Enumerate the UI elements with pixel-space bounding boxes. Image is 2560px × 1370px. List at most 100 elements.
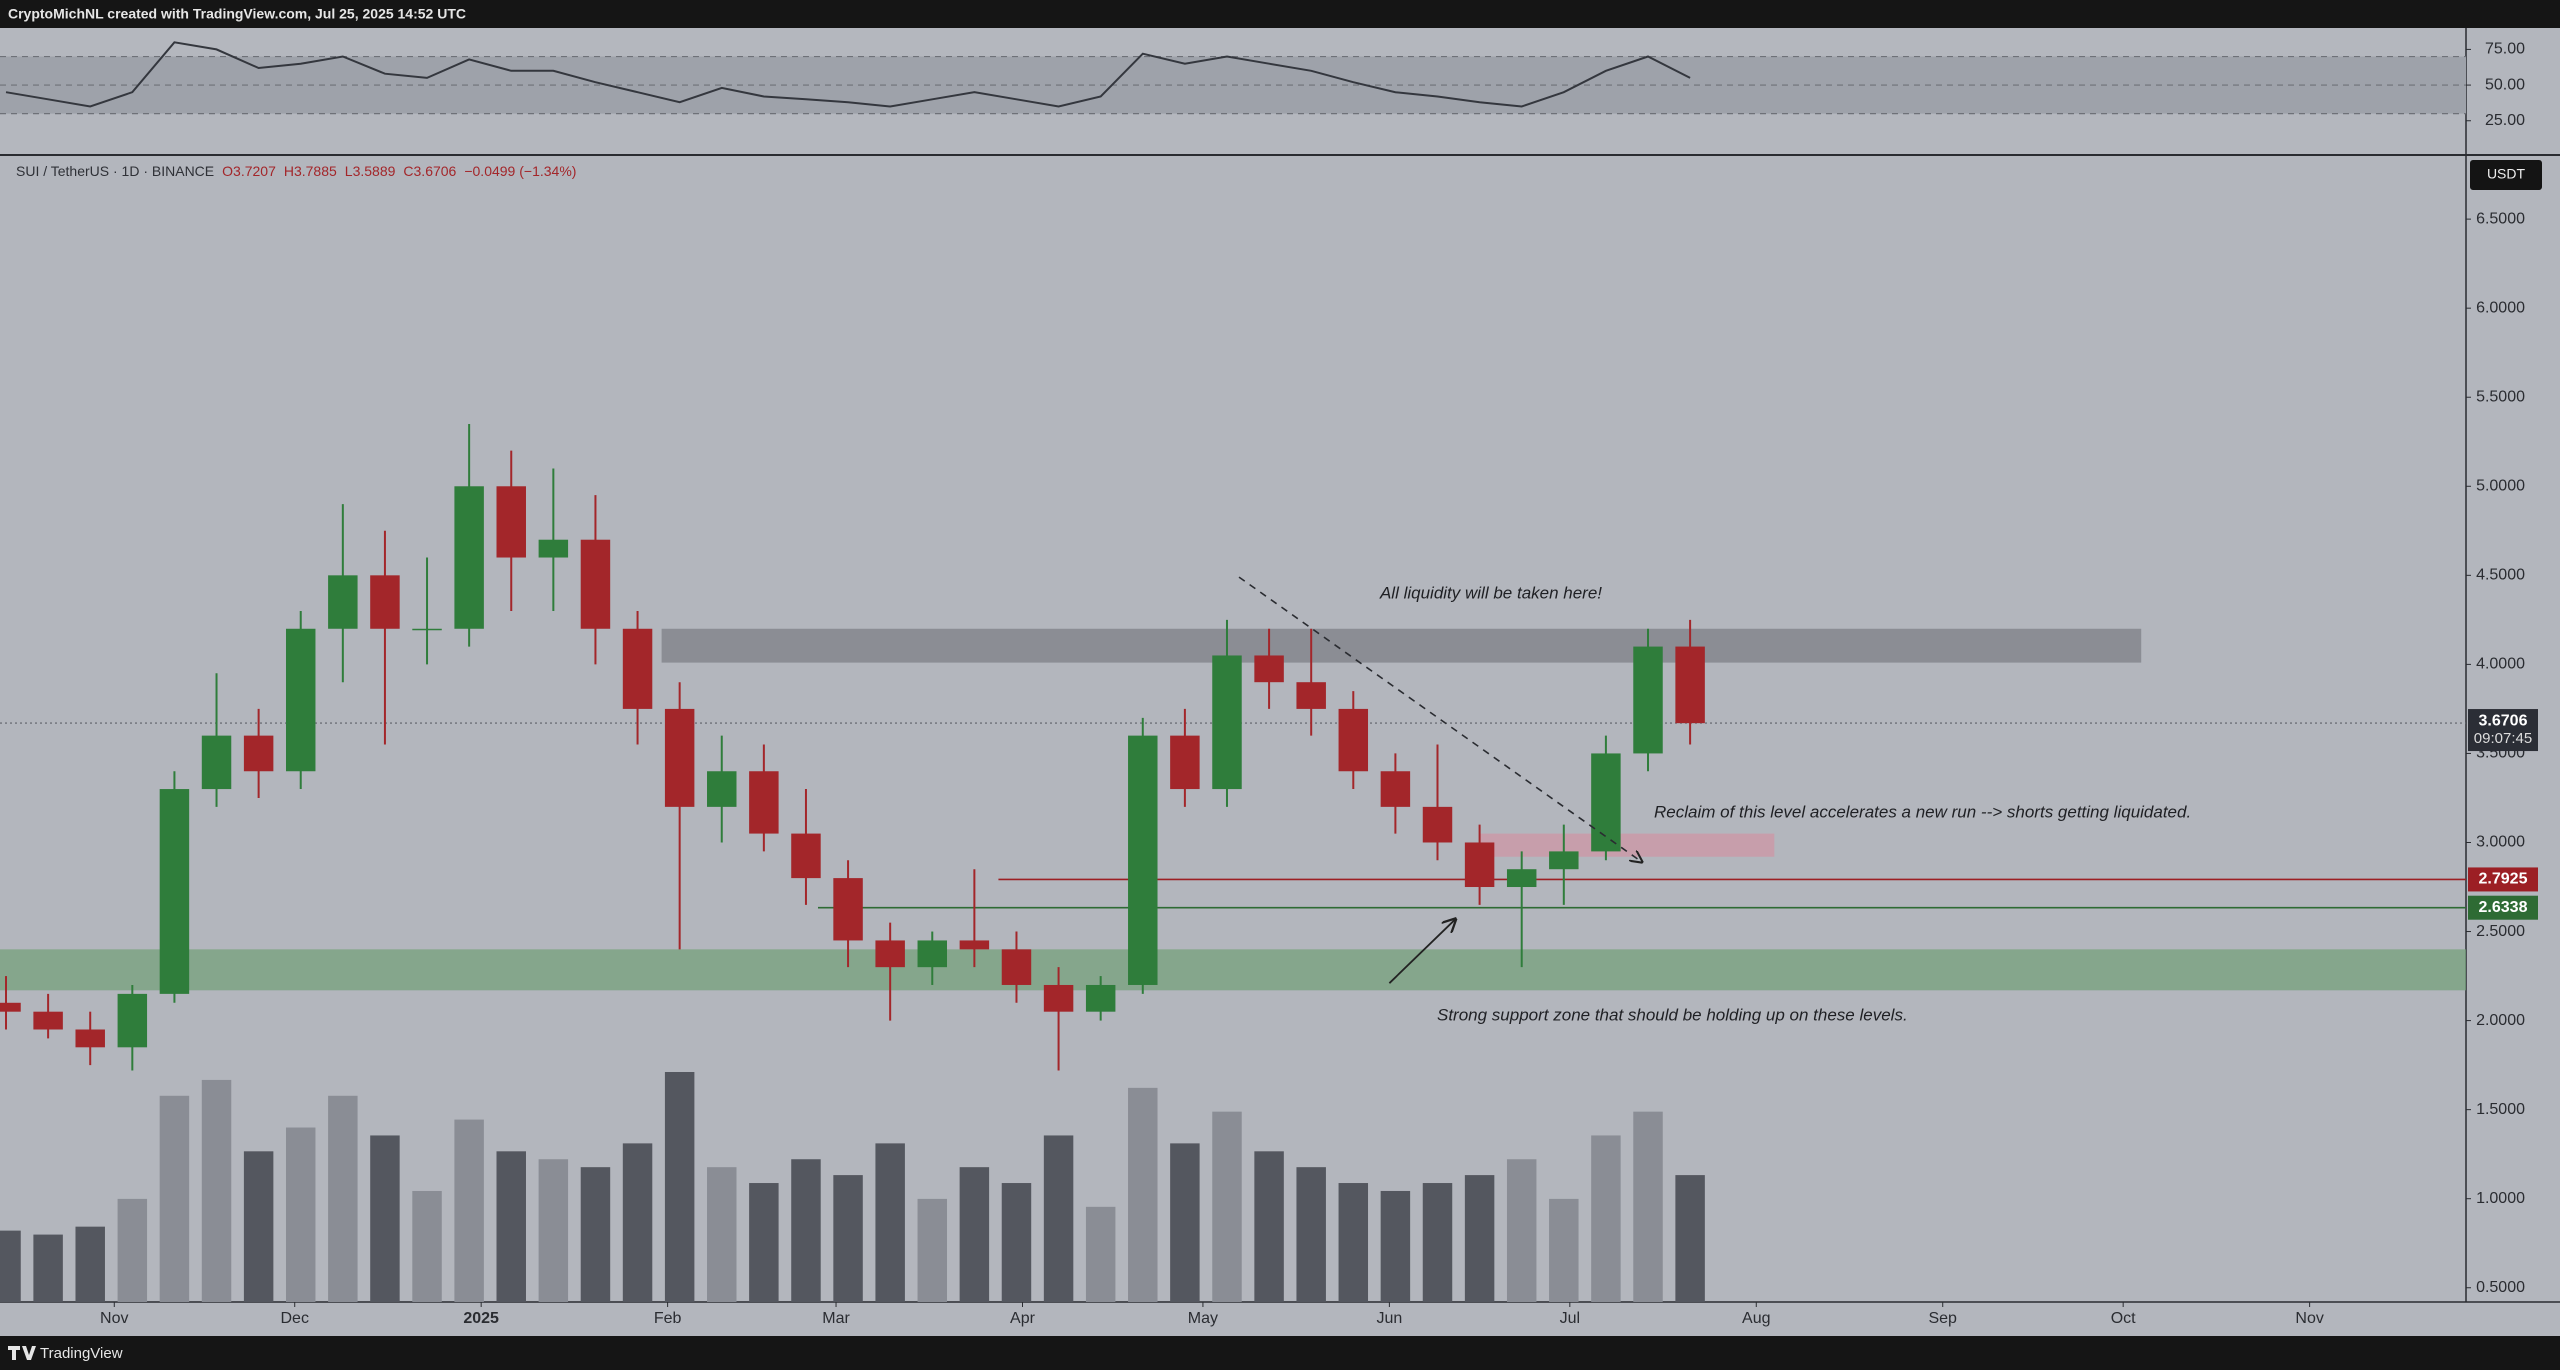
candle-body [33,1011,63,1030]
y-tick-label: 50.00 [2485,76,2525,93]
volume-bar [1380,1190,1411,1302]
legend: SUI / TetherUS · 1D · BINANCE O3.7207 H3.7… [16,163,576,179]
legend-item: H3.7885 [284,163,337,179]
x-tick-label: May [1188,1310,1218,1327]
volume-bar [959,1167,990,1302]
candle-body [285,628,316,772]
volume-bar [1675,1175,1705,1302]
y-tick-label: 0.5000 [2476,1279,2525,1296]
y-tick-label: 3.0000 [2476,834,2525,851]
legend-item: C3.6706 [403,163,456,179]
volume-bar [1591,1135,1621,1302]
candle-body [1506,869,1537,888]
candle-body [1001,949,1032,985]
volume-bar [201,1079,232,1302]
volume-bar [622,1143,653,1302]
y-tick-label: 5.0000 [2476,477,2525,494]
volume-bar [370,1135,400,1302]
volume-bar [1338,1183,1369,1302]
candle-body [454,486,484,629]
x-tick-label: Dec [280,1310,308,1327]
volume-bar [159,1095,190,1302]
candle-body [117,993,148,1048]
volume-bar [791,1159,821,1302]
volume-bar [328,1095,358,1302]
countdown-label: 09:07:45 [2474,730,2532,747]
price-zone [661,628,2142,663]
volume-bar [1001,1183,1032,1302]
candle-body [1422,806,1453,843]
x-tick-label: Nov [2295,1310,2323,1327]
candle-body [243,735,274,772]
legend-item: −0.0499 (−1.34%) [464,163,576,179]
volume-bar [1170,1143,1200,1302]
y-tick-label: 1.0000 [2476,1190,2525,1207]
y-tick-label: 25.00 [2485,112,2525,129]
y-tick-label: 1.5000 [2476,1101,2525,1118]
x-tick-label: Feb [654,1310,682,1327]
candle-body [0,1002,21,1012]
volume-bar [1128,1087,1158,1302]
volume-bar [664,1072,695,1302]
candle-body [496,486,526,558]
legend-item: L3.5889 [345,163,396,179]
y-tick-label: 4.0000 [2476,656,2525,673]
last-price-label: 3.6706 [2479,712,2528,729]
candle-body [1338,708,1369,772]
candle-body [917,940,948,968]
legend-item: O3.7207 [222,163,276,179]
volume-bar [412,1190,442,1302]
y-tick-label: 2.0000 [2476,1012,2525,1029]
volume-bar [833,1175,863,1302]
x-tick-label: Apr [1010,1310,1036,1327]
volume-bar [1254,1151,1284,1302]
level-label-box [2468,867,2538,892]
candle-body [1212,655,1242,790]
candle-body [1549,851,1579,870]
candle-body [159,789,190,994]
volume-bar [1296,1167,1326,1302]
candle-body [791,833,821,879]
candle-body [707,771,737,807]
candle-body [1128,735,1158,985]
candle-body [1043,984,1074,1012]
price-axis-panel [2466,28,2560,1302]
bottom-bar [0,1336,2560,1370]
x-tick-label: Mar [822,1310,850,1327]
top-bar [0,0,2560,28]
y-tick-label: 5.5000 [2476,388,2525,405]
level-label-box [2468,895,2538,920]
brand-logo [8,1346,36,1360]
candle-body [875,940,905,968]
volume-bar [707,1167,737,1302]
candle-body [201,735,232,790]
candle-body [959,940,990,950]
volume-bar [243,1151,274,1302]
candle-body [749,771,779,834]
y-tick-label: 6.5000 [2476,210,2525,227]
volume-bar [1549,1198,1579,1302]
volume-bar [1422,1183,1453,1302]
volume-bar [1506,1159,1537,1302]
annotation: Strong support zone that should be holdi… [1437,1005,1908,1024]
volume-bar [1212,1111,1242,1302]
level-label: 2.6338 [2479,899,2528,916]
x-tick-label: 2025 [463,1310,499,1327]
y-tick-label: 4.5000 [2476,567,2525,584]
volume-bar [0,1230,21,1302]
volume-bar [749,1183,779,1302]
brand-name: TradingView [40,1345,123,1362]
y-tick-label: 2.5000 [2476,923,2525,940]
time-axis-panel [0,1302,2560,1336]
candle-body [580,539,611,629]
candle-body [622,628,653,709]
volume-bar [496,1151,526,1302]
candle-body [1464,842,1495,888]
y-tick-label: 6.0000 [2476,299,2525,316]
annotation: All liquidity will be taken here! [1379,583,1602,602]
candle-body [1380,771,1411,807]
volume-bar [1464,1175,1495,1302]
header-title: CryptoMichNL created with TradingView.co… [8,6,466,22]
currency-label: USDT [2487,166,2526,182]
volume-bar [875,1143,905,1302]
